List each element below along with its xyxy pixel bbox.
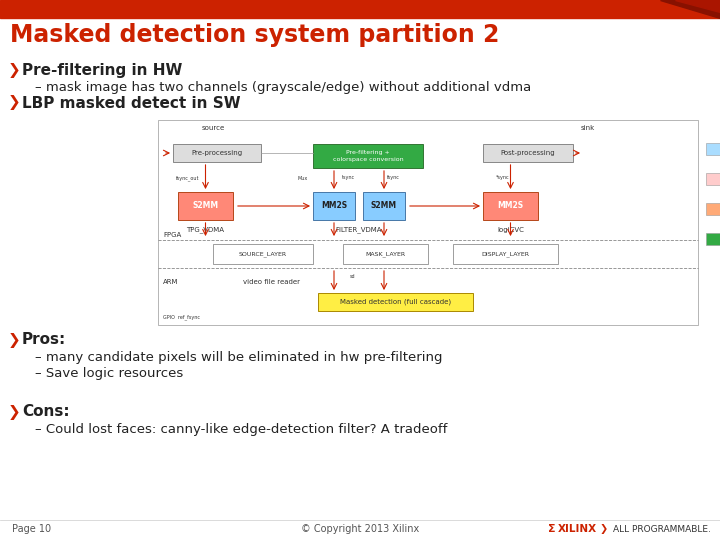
Text: GPIO  ref_fsync: GPIO ref_fsync bbox=[163, 314, 200, 320]
Bar bbox=[313, 192, 355, 220]
Text: FILTER_VDMA: FILTER_VDMA bbox=[336, 227, 382, 233]
Text: ❯: ❯ bbox=[600, 524, 608, 534]
Bar bbox=[363, 192, 405, 220]
Text: FPGA: FPGA bbox=[163, 232, 181, 238]
Text: MM2S: MM2S bbox=[321, 201, 347, 211]
Bar bbox=[318, 293, 473, 311]
Bar bbox=[213, 244, 313, 264]
Text: Post-processing: Post-processing bbox=[500, 150, 555, 156]
Text: – Could lost faces: canny-like edge-detection filter? A tradeoff: – Could lost faces: canny-like edge-dete… bbox=[35, 422, 447, 435]
Bar bbox=[158, 120, 698, 325]
Text: – mask image has two channels (grayscale/edge) without additional vdma: – mask image has two channels (grayscale… bbox=[35, 82, 531, 94]
Text: S2MM: S2MM bbox=[192, 201, 219, 211]
Text: ❯: ❯ bbox=[8, 96, 21, 111]
Text: ARM: ARM bbox=[163, 279, 179, 285]
Text: MM2S: MM2S bbox=[498, 201, 523, 211]
Text: tsync: tsync bbox=[341, 176, 354, 180]
Text: S2MM: S2MM bbox=[371, 201, 397, 211]
Text: DISPLAY_LAYER: DISPLAY_LAYER bbox=[482, 251, 529, 257]
Bar bbox=[706, 233, 720, 245]
Text: ❯: ❯ bbox=[8, 63, 21, 78]
Text: Pre-processing: Pre-processing bbox=[192, 150, 243, 156]
Text: Masked detection system partition 2: Masked detection system partition 2 bbox=[10, 23, 500, 47]
Text: sd: sd bbox=[350, 273, 356, 279]
Bar bbox=[173, 144, 261, 162]
Text: Pre-filtering in HW: Pre-filtering in HW bbox=[22, 63, 182, 78]
Bar bbox=[313, 144, 423, 168]
Bar bbox=[453, 244, 558, 264]
Polygon shape bbox=[660, 0, 720, 18]
Text: *sync: *sync bbox=[496, 176, 510, 180]
Text: ALL PROGRAMMABLE.: ALL PROGRAMMABLE. bbox=[613, 524, 711, 534]
Bar bbox=[706, 143, 720, 155]
Text: ❯: ❯ bbox=[8, 333, 21, 348]
Text: Σ: Σ bbox=[548, 524, 556, 534]
Text: Pre-filtering +
colorspace conversion: Pre-filtering + colorspace conversion bbox=[333, 151, 403, 161]
Text: ❯: ❯ bbox=[8, 404, 21, 420]
Text: video file reader: video file reader bbox=[243, 279, 300, 285]
Text: Masked detection (full cascade): Masked detection (full cascade) bbox=[340, 299, 451, 305]
Text: Cons:: Cons: bbox=[22, 404, 70, 420]
Bar bbox=[483, 192, 538, 220]
Bar bbox=[178, 192, 233, 220]
Bar bbox=[343, 244, 428, 264]
Text: fsync_out: fsync_out bbox=[176, 175, 199, 181]
Text: MASK_LAYER: MASK_LAYER bbox=[366, 251, 405, 257]
Text: XILINX: XILINX bbox=[558, 524, 597, 534]
Text: logiCVC: logiCVC bbox=[497, 227, 524, 233]
Text: – Save logic resources: – Save logic resources bbox=[35, 367, 184, 380]
Text: source: source bbox=[202, 125, 225, 131]
Text: © Copyright 2013 Xilinx: © Copyright 2013 Xilinx bbox=[301, 524, 419, 534]
Text: Page 10: Page 10 bbox=[12, 524, 51, 534]
Text: fsync: fsync bbox=[387, 176, 400, 180]
Text: Mux: Mux bbox=[298, 176, 308, 180]
Bar bbox=[0, 0, 720, 18]
Text: sink: sink bbox=[581, 125, 595, 131]
Bar bbox=[483, 144, 573, 162]
Text: TPG_VDMA: TPG_VDMA bbox=[186, 227, 225, 233]
Text: LBP masked detect in SW: LBP masked detect in SW bbox=[22, 96, 240, 111]
Text: Pros:: Pros: bbox=[22, 333, 66, 348]
Polygon shape bbox=[675, 0, 720, 12]
Bar bbox=[706, 173, 720, 185]
Text: SOURCE_LAYER: SOURCE_LAYER bbox=[239, 251, 287, 257]
Bar bbox=[706, 203, 720, 215]
Text: – many candidate pixels will be eliminated in hw pre-filtering: – many candidate pixels will be eliminat… bbox=[35, 350, 443, 363]
